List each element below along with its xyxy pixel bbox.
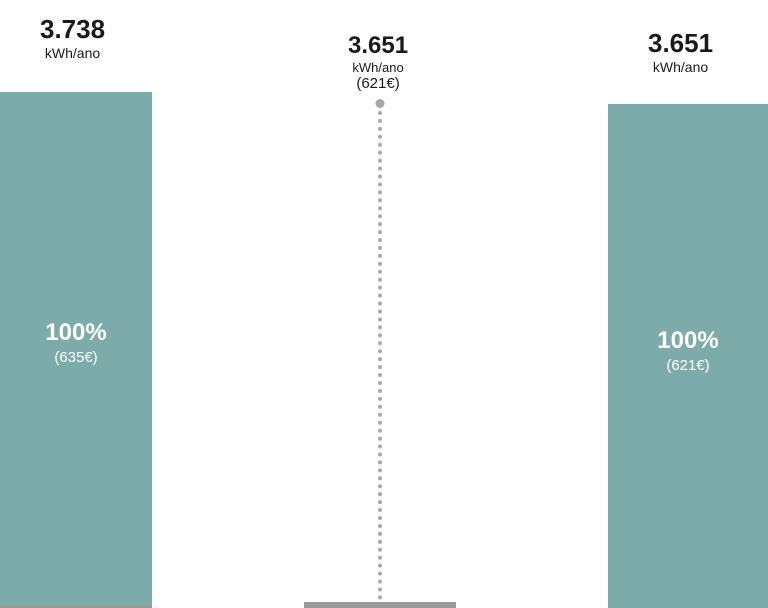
bar-1-label-top: 3.738 kWh/ano bbox=[40, 14, 105, 61]
bar-3-percent-cost: (621€) bbox=[657, 357, 718, 374]
bar-1-percent: 100% bbox=[45, 319, 106, 347]
bar-3-value: 3.651 bbox=[648, 28, 713, 59]
bar-3-percent: 100% bbox=[657, 327, 718, 355]
bar-2-dot-marker bbox=[376, 99, 385, 108]
bar-3: 100% (621€) bbox=[608, 104, 768, 608]
bar-1-percent-cost: (635€) bbox=[45, 349, 106, 366]
bar-1-inner-label: 100% (635€) bbox=[45, 319, 106, 366]
bar-2-label-top: 3.651 kWh/ano (621€) bbox=[348, 32, 408, 92]
bar-1: 100% (635€) bbox=[0, 92, 152, 608]
bar-2-unit: kWh/ano bbox=[348, 60, 408, 75]
bar-1-value: 3.738 bbox=[40, 14, 105, 45]
bar-1-unit: kWh/ano bbox=[40, 45, 105, 61]
bar-3-inner-label: 100% (621€) bbox=[657, 327, 718, 374]
bar-2-group bbox=[304, 103, 456, 608]
bar-2-dotted-line bbox=[378, 103, 382, 608]
energy-bar-chart: 3.738 kWh/ano 100% (635€) 3.651 kWh/ano … bbox=[0, 0, 768, 608]
bar-2-cost: (621€) bbox=[348, 75, 408, 92]
bar-3-label-top: 3.651 kWh/ano bbox=[648, 28, 713, 75]
bar-2-bottom-line bbox=[304, 602, 456, 608]
bar-2-value: 3.651 bbox=[348, 32, 408, 60]
bar-3-unit: kWh/ano bbox=[648, 59, 713, 75]
